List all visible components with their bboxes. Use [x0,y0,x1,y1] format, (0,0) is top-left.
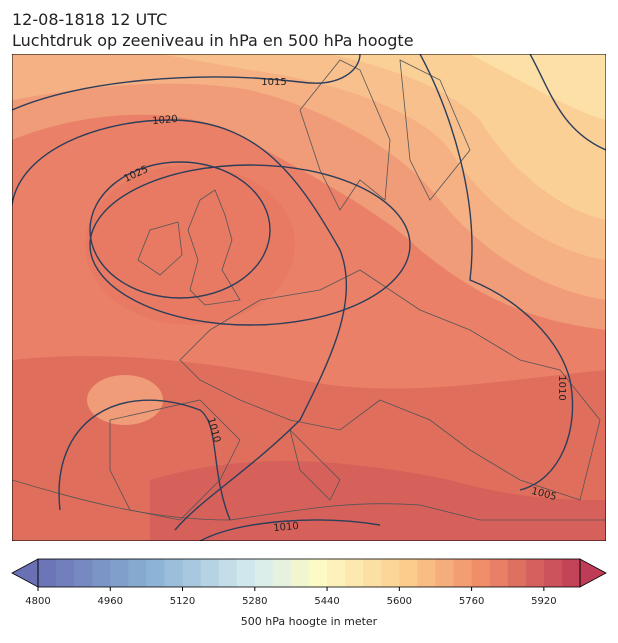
colorbar-segment [272,559,292,587]
colorbar-segment [471,559,491,587]
colorbar-extend-low [11,558,39,588]
colorbar-segment [363,559,382,587]
colorbar-segment [345,559,364,587]
colorbar-tick-label: 4800 [25,596,50,607]
colorbar-segment [110,559,129,587]
colorbar-segment [92,559,111,587]
colorbar-segment [543,559,563,587]
colorbar-tick-label: 5120 [170,596,195,607]
colorbar-segment [236,559,256,587]
title: 12-08-1818 12 UTC [12,10,167,29]
colorbar-segment [56,559,75,587]
contour-label: 1015 [261,77,286,88]
colorbar-segment [200,559,220,587]
map [12,54,606,541]
colorbar-segment [218,559,238,587]
colorbar-tick-label: 5440 [314,596,339,607]
contour-label: 1010 [556,375,567,400]
colorbar-segment [489,559,509,587]
colorbar-segment [417,559,436,587]
colorbar-segment [435,559,455,587]
colorbar-segment [381,559,400,587]
colorbar-segment [128,559,147,587]
colorbar-tick-label: 5280 [242,596,267,607]
colorbar-frame [37,558,581,588]
subtitle: Luchtdruk op zeeniveau in hPa en 500 hPa… [12,31,414,50]
colorbar-segment [74,559,93,587]
colorbar-segment [164,559,184,587]
colorbar-segment [146,559,165,587]
colorbar-segment [525,559,545,587]
contour-label: 1020 [152,114,178,127]
colorbar-tick-label: 4960 [98,596,123,607]
colorbar-segment [254,559,274,587]
colorbar-segment [453,559,473,587]
colorbar-extend-high [579,558,607,588]
contour-label: 1010 [273,521,299,534]
colorbar-segment [507,559,527,587]
colorbar-segment [309,559,328,587]
colorbar-segment [327,559,346,587]
colorbar: 4800 4960 5120 5280 5440 5600 5760 5920 [11,558,607,607]
colorbar-segment [290,559,310,587]
colorbar-tick-label: 5760 [459,596,484,607]
colorbar-segment [399,559,418,587]
colorbar-tick-label: 5600 [387,596,412,607]
colorbar-label: 500 hPa hoogte in meter [241,615,378,628]
colorbar-segment [561,559,581,587]
colorbar-segment [182,559,202,587]
colorbar-tick-label: 5920 [531,596,556,607]
colorbar-segment [38,559,57,587]
